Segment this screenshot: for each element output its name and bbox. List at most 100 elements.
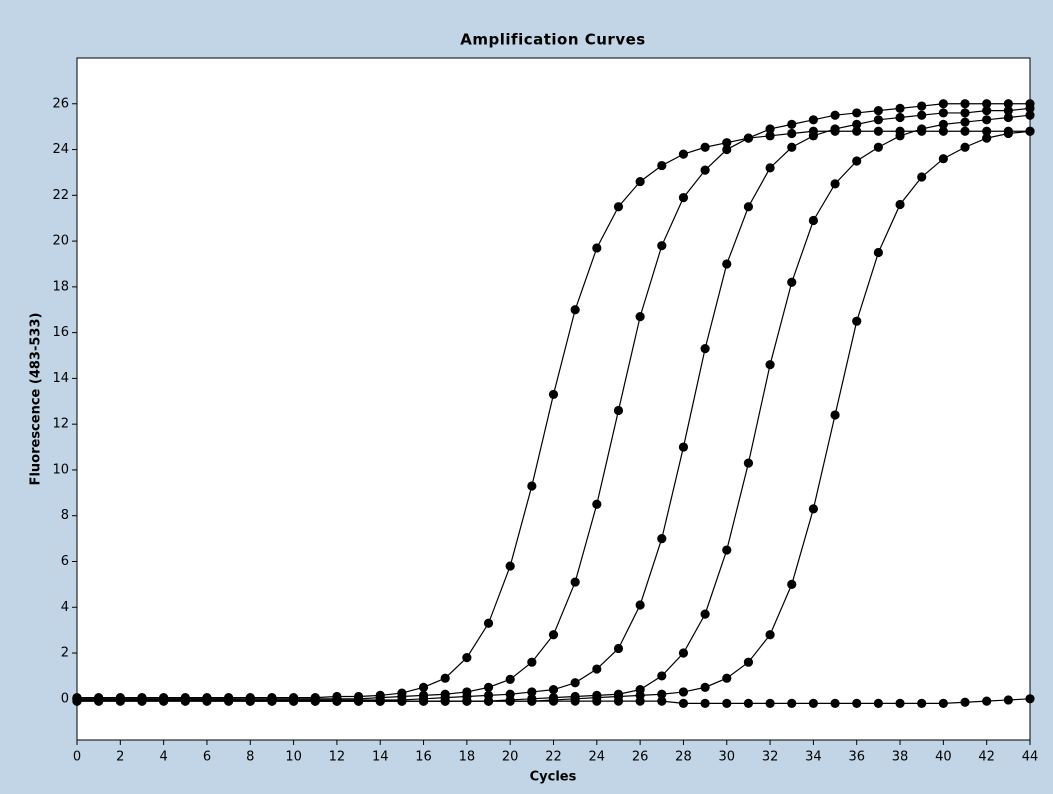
marker [830,124,840,134]
marker [743,657,754,667]
marker [960,99,970,109]
marker [873,115,883,125]
marker [873,247,883,258]
marker [982,696,992,706]
marker [873,126,883,136]
marker [830,698,840,708]
marker [657,671,667,681]
x-axis-label: Cycles [530,770,577,785]
marker [505,674,515,684]
marker [592,499,602,509]
marker [938,154,948,164]
marker [938,108,948,118]
marker [700,682,710,692]
y-tick-label: 18 [52,279,69,294]
marker [527,657,537,667]
marker [787,128,797,139]
x-tick-label: 22 [545,750,562,765]
marker [570,696,580,706]
marker [938,698,948,708]
marker [722,545,732,555]
marker [570,577,580,587]
y-tick-label: 0 [61,691,69,706]
marker [700,165,710,175]
marker [678,149,689,159]
marker [917,698,927,708]
marker [548,685,559,695]
marker [267,696,277,706]
marker [505,696,515,706]
y-tick-label: 26 [52,96,69,111]
x-tick-label: 14 [372,750,389,765]
marker [982,126,992,136]
marker [895,131,905,141]
x-tick-label: 44 [1022,750,1039,765]
marker [1025,126,1035,136]
marker [982,99,992,109]
x-tick-label: 26 [632,750,649,765]
y-tick-label: 24 [52,142,69,157]
x-tick-label: 28 [675,750,692,765]
marker [527,696,537,706]
marker [180,694,190,704]
marker [592,243,602,253]
marker [765,698,775,708]
marker [678,193,689,203]
marker [808,698,819,708]
marker [570,305,580,315]
marker [787,579,797,589]
marker [938,119,948,129]
marker [548,630,559,640]
marker [700,698,710,708]
marker [310,696,320,706]
marker [678,442,689,452]
x-tick-label: 32 [762,750,779,765]
x-tick-label: 40 [935,750,952,765]
marker [657,534,667,544]
marker [700,142,710,152]
marker [613,405,624,416]
marker [657,160,667,171]
x-tick-label: 24 [589,750,606,765]
marker [722,144,732,155]
marker [462,653,472,663]
marker [895,112,905,123]
marker [288,696,299,706]
y-tick-label: 22 [52,188,69,203]
marker [873,698,883,708]
marker [960,126,970,136]
marker [830,410,840,420]
marker [982,115,992,125]
x-tick-label: 0 [73,750,81,765]
marker [657,689,667,699]
marker [527,481,537,491]
marker [960,108,970,118]
y-tick-label: 6 [61,554,69,569]
y-tick-label: 16 [52,325,69,340]
y-tick-label: 8 [61,508,69,523]
marker [873,142,883,152]
marker [1025,103,1035,113]
marker [787,698,797,708]
marker [722,138,732,148]
marker [657,241,667,251]
marker [570,678,580,688]
marker [852,316,862,326]
y-tick-label: 2 [61,646,69,661]
marker [353,696,364,706]
marker [635,696,645,706]
marker [635,600,645,610]
marker [830,110,840,120]
marker [743,202,754,212]
x-tick-label: 8 [246,750,254,765]
marker [635,312,645,322]
x-tick-label: 18 [459,750,476,765]
marker [895,199,905,210]
marker [808,215,819,226]
marker [462,696,472,706]
marker [440,673,450,683]
marker [765,163,775,173]
marker [917,101,927,111]
y-tick-label: 20 [52,234,69,249]
marker [440,696,450,706]
